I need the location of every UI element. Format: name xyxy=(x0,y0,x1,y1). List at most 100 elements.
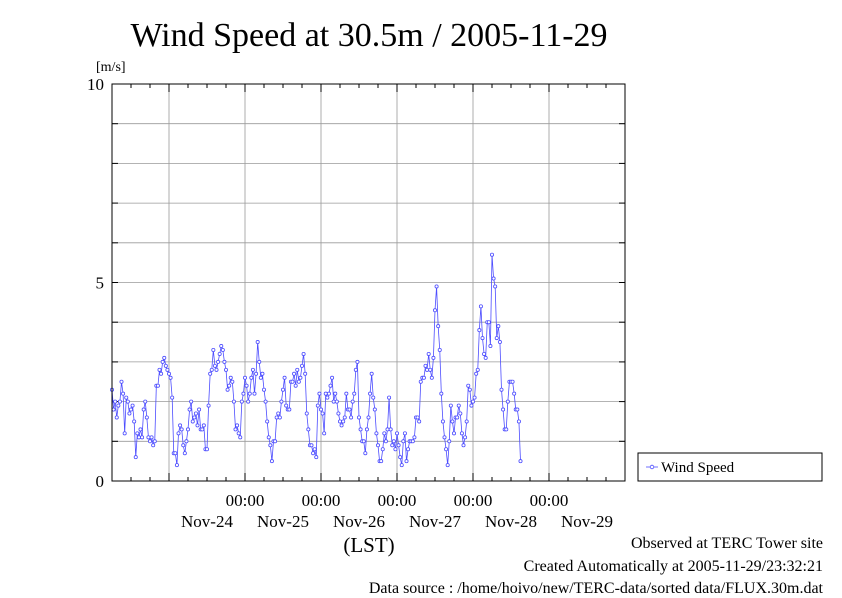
wind-speed-point-218 xyxy=(455,415,460,420)
wind-speed-point-12 xyxy=(128,407,133,412)
legend-box xyxy=(637,452,823,482)
wind-speed-point-17 xyxy=(136,435,141,440)
wind-speed-point-137 xyxy=(326,391,331,396)
wind-speed-point-104 xyxy=(274,415,279,420)
wind-speed-point-65 xyxy=(212,363,217,368)
wind-speed-point-133 xyxy=(320,411,325,416)
wind-speed-point-29 xyxy=(155,383,160,388)
wind-speed-point-40 xyxy=(173,451,178,456)
x-day-label-1: Nov-25 xyxy=(257,512,309,531)
wind-speed-point-53 xyxy=(193,411,198,416)
wind-speed-point-228 xyxy=(470,399,475,404)
wind-speed-point-49 xyxy=(187,407,192,412)
wind-speed-point-186 xyxy=(404,459,409,464)
wind-speed-point-194 xyxy=(417,419,422,424)
x-time-label-4: 00:00 xyxy=(530,491,569,510)
legend-label-wind-speed: Wind Speed xyxy=(661,460,735,476)
wind-speed-point-199 xyxy=(425,367,430,372)
wind-speed-point-18 xyxy=(138,427,143,432)
wind-speed-point-67 xyxy=(216,359,221,364)
wind-speed-point-253 xyxy=(510,379,515,384)
wind-speed-point-212 xyxy=(445,463,450,468)
wind-speed-point-114 xyxy=(290,379,295,384)
wind-speed-point-112 xyxy=(287,407,292,412)
wind-speed-point-81 xyxy=(238,435,243,440)
y-tick-label-5: 5 xyxy=(96,274,105,293)
wind-speed-point-88 xyxy=(249,375,254,380)
wind-speed-point-26 xyxy=(151,443,156,448)
wind-speed-point-143 xyxy=(336,411,341,416)
wind-speed-point-106 xyxy=(277,415,282,420)
wind-speed-point-140 xyxy=(331,399,336,404)
wind-speed-point-19 xyxy=(140,435,145,440)
wind-speed-point-156 xyxy=(356,415,361,420)
wind-speed-point-87 xyxy=(247,391,252,396)
x-day-label-2: Nov-26 xyxy=(333,512,385,531)
wind-speed-point-94 xyxy=(258,375,263,380)
x-day-label-4: Nov-28 xyxy=(485,512,537,531)
footer-site-note: Observed at TERC Tower site xyxy=(630,535,823,552)
wind-speed-point-180 xyxy=(394,431,399,436)
wind-speed-point-184 xyxy=(401,439,406,444)
wind-speed-point-205 xyxy=(434,284,439,289)
wind-speed-point-242 xyxy=(493,284,498,289)
wind-speed-point-25 xyxy=(149,435,154,440)
wind-speed-point-86 xyxy=(246,399,251,404)
wind-speed-point-2 xyxy=(113,399,118,404)
wind-speed-point-84 xyxy=(242,375,247,380)
wind-speed-point-43 xyxy=(178,423,183,428)
wind-speed-point-57 xyxy=(200,427,205,432)
wind-speed-point-99 xyxy=(266,435,271,440)
wind-speed-point-70 xyxy=(220,347,225,352)
wind-speed-point-120 xyxy=(299,363,304,368)
wind-speed-point-8 xyxy=(122,431,127,436)
wind-speed-point-76 xyxy=(230,379,235,384)
wind-speed-point-5 xyxy=(117,399,122,404)
wind-speed-point-136 xyxy=(325,395,330,400)
wind-speed-point-183 xyxy=(399,463,404,468)
wind-speed-point-208 xyxy=(439,391,444,396)
wind-speed-point-154 xyxy=(353,367,358,372)
plot-grid xyxy=(112,84,625,481)
wind-speed-point-3 xyxy=(114,415,119,420)
wind-speed-point-234 xyxy=(480,336,485,341)
wind-speed-point-14 xyxy=(132,419,137,424)
wind-speed-point-204 xyxy=(432,308,437,313)
wind-speed-point-52 xyxy=(192,415,197,420)
wind-speed-point-164 xyxy=(369,371,374,376)
wind-speed-point-250 xyxy=(505,399,510,404)
wind-speed-point-47 xyxy=(184,439,189,444)
wind-speed-point-210 xyxy=(442,435,447,440)
wind-speed-point-101 xyxy=(269,459,274,464)
wind-speed-point-238 xyxy=(486,320,491,325)
wind-speed-point-148 xyxy=(344,391,349,396)
chart-title: Wind Speed at 30.5m / 2005-11-29 xyxy=(130,17,607,54)
wind-speed-point-116 xyxy=(293,383,298,388)
wind-speed-point-141 xyxy=(333,391,338,396)
wind-speed-point-214 xyxy=(448,403,453,408)
y-axis-ticks: 0 5 10 xyxy=(87,75,625,491)
wind-speed-point-221 xyxy=(459,431,464,436)
wind-speed-line xyxy=(111,254,521,466)
x-axis-label: (LST) xyxy=(343,533,394,557)
x-day-label-3: Nov-27 xyxy=(409,512,461,531)
wind-speed-point-236 xyxy=(483,355,488,360)
wind-speed-point-82 xyxy=(239,399,244,404)
wind-speed-point-225 xyxy=(466,383,471,388)
wind-speed-point-96 xyxy=(261,387,266,392)
wind-speed-point-54 xyxy=(195,423,200,428)
footer-source-note: Data source : /home/hoivo/new/TERC-data/… xyxy=(368,580,823,597)
wind-speed-point-177 xyxy=(390,443,395,448)
wind-speed-point-223 xyxy=(463,435,468,440)
x-time-label-3: 00:00 xyxy=(454,491,493,510)
wind-speed-point-249 xyxy=(504,427,509,432)
wind-speed-point-227 xyxy=(469,403,474,408)
wind-speed-point-78 xyxy=(233,427,238,432)
wind-speed-point-235 xyxy=(482,351,487,356)
wind-speed-point-74 xyxy=(227,383,232,388)
wind-speed-point-117 xyxy=(295,367,300,372)
wind-speed-point-115 xyxy=(292,371,297,376)
wind-speed-point-134 xyxy=(322,431,327,436)
wind-speed-point-147 xyxy=(342,415,347,420)
wind-speed-point-107 xyxy=(279,399,284,404)
